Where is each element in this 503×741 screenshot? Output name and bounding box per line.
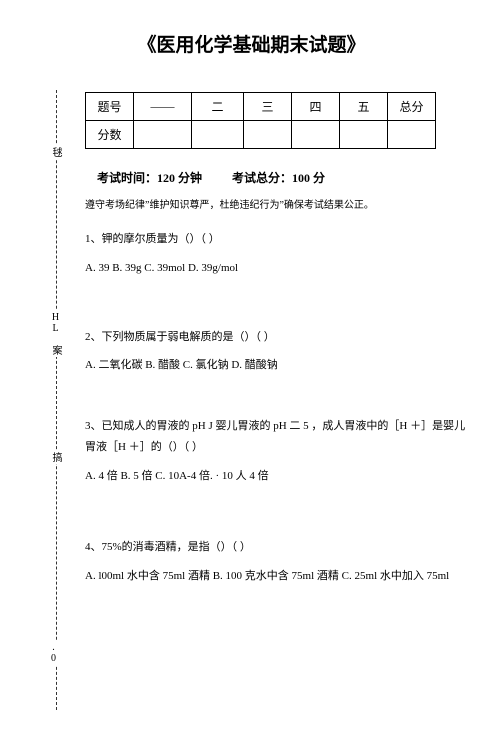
q1-opts: A. 39 B. 39g C. 39mol D. 39g/mol <box>85 258 473 279</box>
th-col2: 二 <box>192 93 244 121</box>
th-col4: 四 <box>292 93 340 121</box>
q3-stem: 3、已知成人的胃液的 pH J 婴儿胃液的 pH 二 5 ，成人胃液中的［H ＋… <box>85 416 473 458</box>
binding-label-1: HL 案 <box>48 310 63 357</box>
total-value: 100 分 <box>292 171 325 185</box>
q1-stem: 1、钾的摩尔质量为（）（ ） <box>85 229 473 250</box>
th-label: 题号 <box>86 93 134 121</box>
cell <box>244 121 292 149</box>
cell <box>340 121 388 149</box>
binding-label-3: .0 <box>48 640 59 666</box>
th-col3: 三 <box>244 93 292 121</box>
q4-opts: A. l00ml 水中含 75ml 酒精 B. 100 克水中含 75ml 酒精… <box>85 566 473 587</box>
cell <box>292 121 340 149</box>
page-title: 《医用化学基础期末试题》 <box>0 30 503 57</box>
binding-dash-line <box>56 90 57 710</box>
q4-stem: 4、75%的消毒酒精，是指（）（ ） <box>85 537 473 558</box>
q2-opts: A. 二氧化碳 B. 醋酸 C. 氯化钠 D. 醋酸钠 <box>85 355 473 376</box>
cell <box>192 121 244 149</box>
table-row: 分数 <box>86 121 436 149</box>
cell <box>134 121 192 149</box>
th-col1: —— <box>134 93 192 121</box>
q3-opts: A. 4 倍 B. 5 倍 C. 10A-4 倍. · 10 人 4 倍 <box>85 466 473 487</box>
score-table: 题号 —— 二 三 四 五 总分 分数 <box>85 92 436 149</box>
time-label: 考试时间： <box>97 171 157 185</box>
honor-statement: 遵守考场纪律”维护知识尊严，杜绝违纪行为”确保考试结果公正。 <box>85 196 473 215</box>
table-row: 题号 —— 二 三 四 五 总分 <box>86 93 436 121</box>
th-total: 总分 <box>388 93 436 121</box>
q2-stem: 2、下列物质属于弱电解质的是（）（ ） <box>85 327 473 348</box>
binding-label-2: 搞 <box>48 450 63 464</box>
th-col5: 五 <box>340 93 388 121</box>
time-value: 120 分钟 <box>157 171 202 185</box>
binding-region: 毬 HL 案 搞 .0 <box>48 90 64 710</box>
content-area: 考试时间：120 分钟 考试总分：100 分 遵守考场纪律”维护知识尊严，杜绝违… <box>85 167 473 587</box>
cell <box>388 121 436 149</box>
binding-label-0: 毬 <box>48 145 63 159</box>
exam-meta: 考试时间：120 分钟 考试总分：100 分 <box>85 167 473 190</box>
total-label: 考试总分： <box>232 171 292 185</box>
row-label: 分数 <box>86 121 134 149</box>
